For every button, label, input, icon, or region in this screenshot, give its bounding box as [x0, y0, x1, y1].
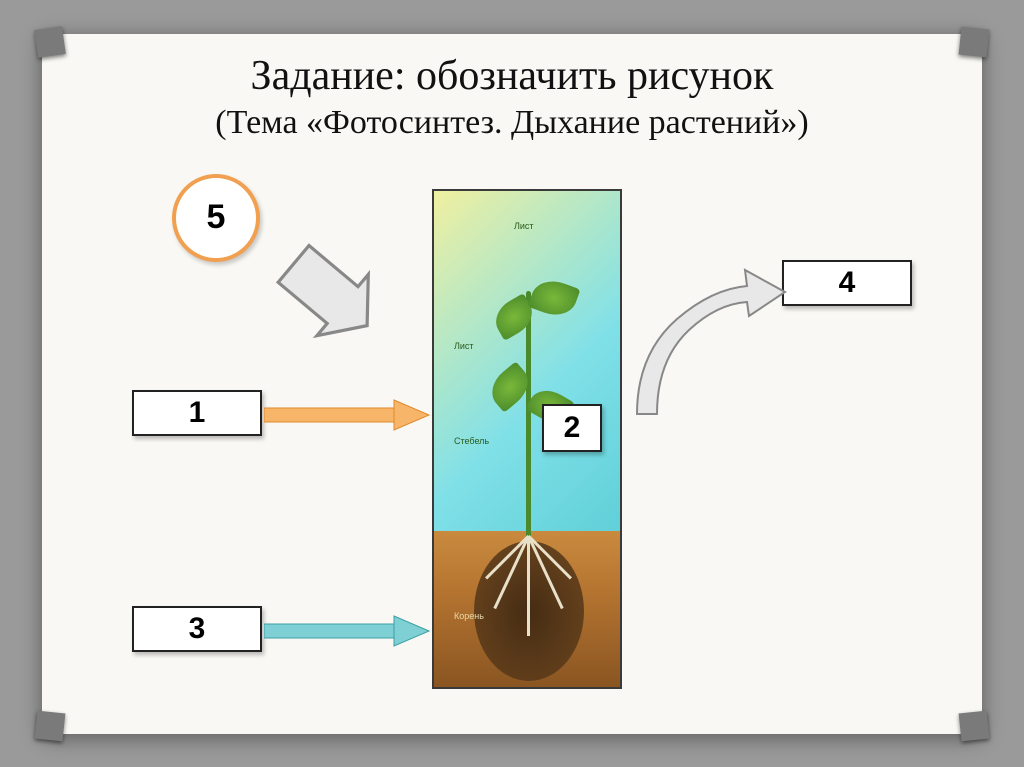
arrow-1: [264, 396, 434, 436]
label-5-circle: 5: [172, 174, 260, 262]
page-subtitle: (Тема «Фотосинтез. Дыхание растений»): [42, 104, 982, 142]
arrow-3: [264, 612, 434, 652]
label-3-text: 3: [189, 612, 206, 646]
page-title: Задание: обозначить рисунок: [42, 34, 982, 100]
plant-stem: [526, 291, 531, 541]
diagram-area: Лист Лист Стебель Корень 5 4 1: [42, 169, 982, 734]
label-3-box: 3: [132, 606, 262, 652]
worksheet-page: Задание: обозначить рисунок (Тема «Фотос…: [42, 34, 982, 734]
plant-label-top: Лист: [514, 221, 534, 231]
arrow-4-curve: [617, 264, 807, 434]
label-2-box: 2: [542, 404, 602, 452]
label-4-text: 4: [839, 266, 856, 300]
plant-label-root: Корень: [454, 611, 484, 621]
plant-root: [527, 536, 530, 636]
label-2-text: 2: [564, 411, 581, 445]
arrow-5-block: [267, 239, 397, 349]
label-5-text: 5: [207, 198, 226, 237]
plant-label-leaf: Лист: [454, 341, 474, 351]
corner-pin: [959, 26, 990, 57]
label-1-text: 1: [189, 396, 206, 430]
plant-label-stem: Стебель: [454, 436, 489, 446]
corner-pin: [34, 26, 66, 58]
label-1-box: 1: [132, 390, 262, 436]
